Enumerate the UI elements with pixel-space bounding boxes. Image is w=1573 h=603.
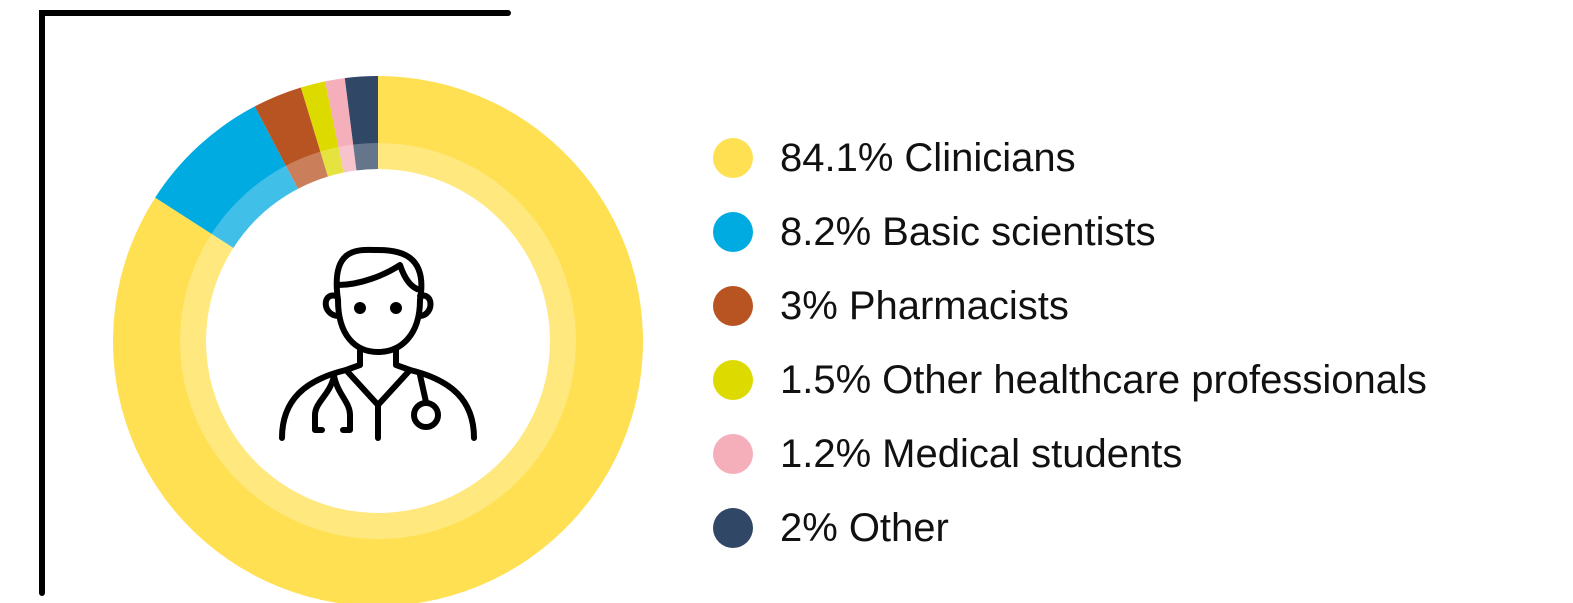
- legend-category: Other healthcare professionals: [882, 358, 1427, 402]
- legend-category: Clinicians: [904, 136, 1075, 180]
- legend-label: 1.2% Medical students: [780, 432, 1182, 476]
- legend-swatch: [713, 212, 753, 252]
- donut-segment: [344, 76, 378, 171]
- legend-value: 1.5%: [780, 358, 871, 402]
- legend-swatch: [713, 434, 753, 474]
- legend-category: Basic scientists: [882, 210, 1155, 254]
- inner-band: [180, 143, 576, 539]
- donut-segment: [113, 76, 643, 603]
- legend-value: 3%: [780, 284, 838, 328]
- legend-category: Medical students: [882, 432, 1182, 476]
- donut-segment: [254, 87, 328, 189]
- frame: [39, 10, 511, 596]
- legend-value: 2%: [780, 506, 838, 550]
- legend-label: 3% Pharmacists: [780, 284, 1069, 328]
- doctor-icon: [279, 246, 477, 441]
- legend-category: Other: [849, 506, 949, 550]
- legend-swatch: [713, 360, 753, 400]
- legend-label: 2% Other: [780, 506, 949, 550]
- legend-label: 1.5% Other healthcare professionals: [780, 358, 1427, 402]
- donut: [113, 76, 643, 603]
- legend-swatch: [713, 286, 753, 326]
- donut-segment: [155, 106, 298, 248]
- legend-label: 8.2% Basic scientists: [780, 210, 1156, 254]
- legend-value: 84.1%: [780, 136, 893, 180]
- legend-swatch: [713, 138, 753, 178]
- legend-swatch: [713, 508, 753, 548]
- legend-label: 84.1% Clinicians: [780, 136, 1076, 180]
- donut-segment: [325, 78, 357, 173]
- legend-value: 1.2%: [780, 432, 871, 476]
- legend: 84.1% Clinicians 8.2% Basic scientists 3% Pha…: [713, 136, 1427, 550]
- donut-segment: [300, 81, 344, 177]
- legend-value: 8.2%: [780, 210, 871, 254]
- legend-category: Pharmacists: [849, 284, 1069, 328]
